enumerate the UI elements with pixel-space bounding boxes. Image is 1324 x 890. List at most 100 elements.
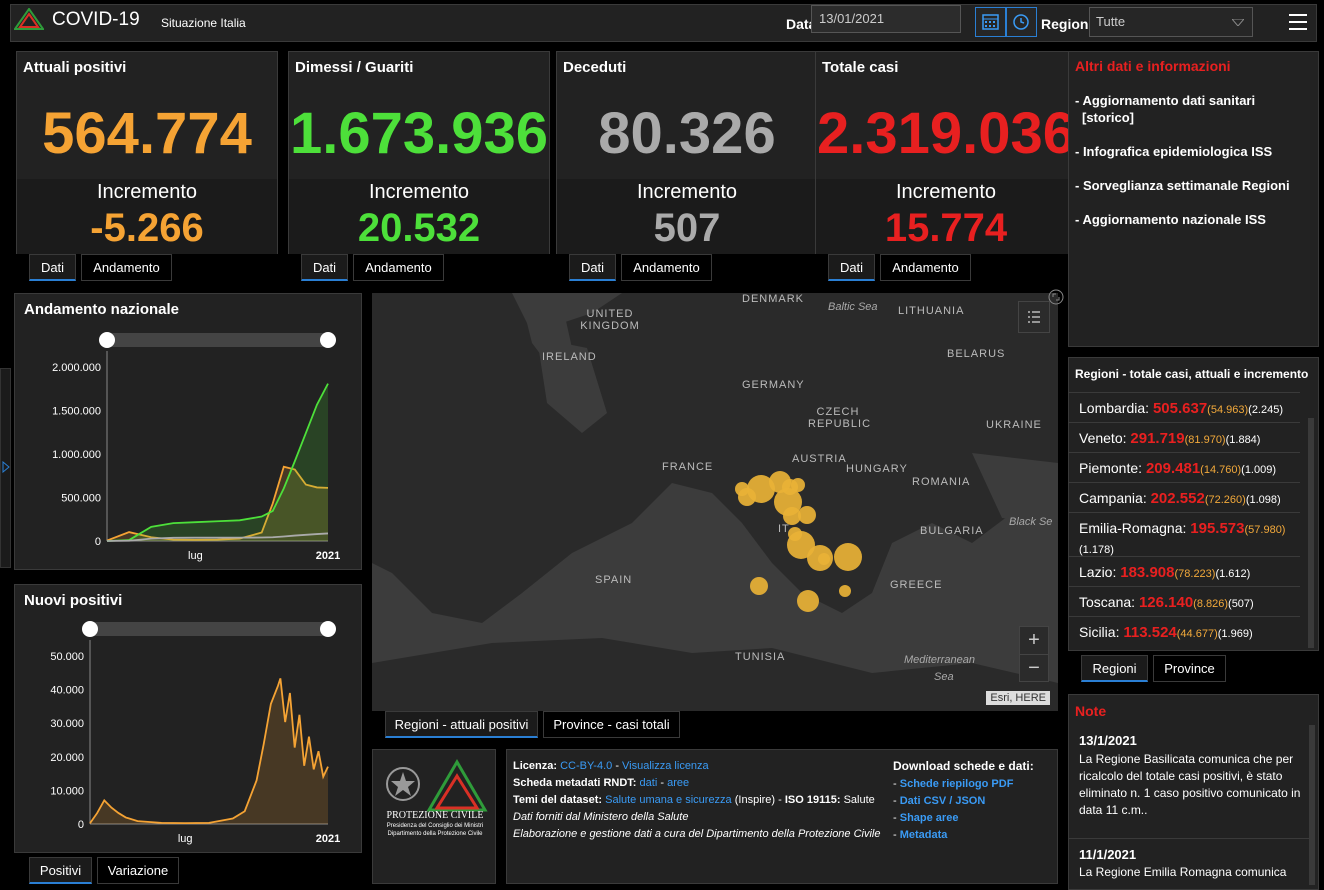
slider-handle-right (320, 621, 336, 637)
region-bubble[interactable] (834, 543, 862, 571)
download-metadata-link[interactable]: Metadata (899, 829, 948, 841)
links-panel: Altri dati e informazioni - Aggiornament… (1068, 51, 1319, 347)
links-title: Altri dati e informazioni (1075, 58, 1231, 74)
x-tick-label: lug (178, 833, 193, 845)
date-input[interactable]: 13/01/2021 (811, 5, 961, 33)
region-attuali: (57.980) (1244, 524, 1286, 536)
tab-andamento[interactable]: Andamento (621, 254, 712, 281)
region-bubble[interactable] (791, 478, 805, 492)
map-label: TUNISIA (735, 651, 786, 663)
map-label: HUNGARY (846, 463, 908, 475)
download-shape-link[interactable]: Shape aree (899, 812, 959, 824)
region-name: Sicilia: (1079, 624, 1120, 640)
footer-logo-panel: PROTEZIONE CIVILE Presidenza del Consigl… (372, 749, 496, 884)
region-attuali: (54.963) (1207, 404, 1249, 416)
region-row[interactable]: Campania: 202.552(72.260)(1.098) (1069, 482, 1300, 512)
licenza-link[interactable]: CC-BY-4.0 (560, 760, 613, 772)
tab-variazione[interactable]: Variazione (97, 857, 179, 884)
tab-andamento[interactable]: Andamento (81, 254, 172, 281)
tab-province-casi[interactable]: Province - casi totali (543, 711, 680, 738)
tab-andamento[interactable]: Andamento (353, 254, 444, 281)
region-total: 195.573 (1190, 520, 1245, 537)
stat-tabs: Dati Andamento (301, 254, 451, 281)
region-row[interactable]: Sicilia: 113.524(44.677)(1.969) (1069, 616, 1300, 646)
stat-card: Deceduti 80.326 Incremento 507 (556, 51, 818, 254)
link-storico[interactable]: [storico] (1082, 110, 1134, 125)
region-bubble[interactable] (839, 585, 851, 597)
region-bubble[interactable] (818, 553, 830, 565)
region-total: 113.524 (1123, 624, 1177, 641)
region-row[interactable]: Lazio: 183.908(78.223)(1.612) (1069, 556, 1300, 586)
region-row[interactable]: Emilia-Romagna: 195.573(57.980) (1.178) (1069, 512, 1300, 556)
menu-button[interactable] (1289, 14, 1307, 35)
link-aggiornamento-iss[interactable]: - Aggiornamento nazionale ISS (1075, 212, 1266, 227)
tab-province[interactable]: Province (1153, 655, 1226, 682)
notes-scrollbar[interactable] (1309, 725, 1315, 885)
region-bubble[interactable] (797, 590, 819, 612)
time-button[interactable] (1006, 7, 1037, 37)
region-name: Emilia-Romagna: (1079, 520, 1187, 536)
map-label: GREECE (890, 579, 943, 591)
map-tabs: Regioni - attuali positivi Province - ca… (385, 711, 685, 738)
list-icon (1028, 311, 1040, 323)
zoom-out-button[interactable]: − (1020, 654, 1048, 681)
stat-value: 564.774 (42, 101, 252, 166)
tab-dati[interactable]: Dati (301, 254, 348, 281)
tab-regioni[interactable]: Regioni (1081, 655, 1148, 682)
region-row[interactable]: Lombardia: 505.637(54.963)(2.245) (1069, 392, 1300, 422)
note-text: La Regione Emilia Romagna comunica (1079, 865, 1287, 879)
region-name: Piemonte: (1079, 460, 1143, 476)
tab-dati[interactable]: Dati (29, 254, 76, 281)
sea-label: Baltic Sea (828, 301, 878, 313)
link-sorveglianza[interactable]: - Sorveglianza settimanale Regioni (1075, 178, 1290, 193)
date-label: Data (786, 16, 817, 32)
tab-positivi[interactable]: Positivi (29, 857, 92, 884)
link-aggiornamento[interactable]: - Aggiornamento dati sanitari (1075, 93, 1256, 108)
region-row[interactable]: Toscana: 126.140(8.826)(507) (1069, 586, 1300, 616)
region-bubble[interactable] (783, 507, 801, 525)
region-bubble[interactable] (798, 506, 816, 524)
note-date: 11/1/2021 (1079, 847, 1137, 862)
side-expander[interactable] (0, 368, 11, 568)
stat-increment-label: Incremento (895, 181, 997, 203)
link-infografica[interactable]: - Infografica epidemiologica ISS (1075, 144, 1273, 159)
zoom-in-button[interactable]: + (1028, 629, 1040, 651)
temi-link[interactable]: Salute umana e sicurezza (605, 794, 732, 806)
tab-dati[interactable]: Dati (828, 254, 875, 281)
stat-increment: 507 (653, 206, 721, 250)
download-pdf-link[interactable]: Schede riepilogo PDF (899, 778, 1014, 790)
region-label: Regione (1041, 16, 1097, 32)
region-row[interactable]: Veneto: 291.719(81.970)(1.884) (1069, 422, 1300, 452)
map-label: AUSTRIA (792, 453, 847, 465)
region-name: Lazio: (1079, 564, 1117, 580)
region-increment: (1.612) (1215, 568, 1251, 580)
expand-icon[interactable] (1048, 289, 1065, 306)
region-row[interactable]: Piemonte: 209.481(14.760)(1.009) (1069, 452, 1300, 482)
region-attuali: (8.826) (1193, 598, 1229, 610)
protezione-civile-logo-icon (14, 8, 44, 30)
map[interactable]: DENMARK UNITED KINGDOM IRELAND LITHUANIA… (372, 293, 1058, 711)
region-select[interactable]: Tutte (1089, 7, 1253, 37)
region-total: 183.908 (1120, 564, 1175, 581)
tab-andamento[interactable]: Andamento (880, 254, 971, 281)
visualizza-licenza-link[interactable]: Visualizza licenza (622, 760, 709, 772)
map-attribution: Esri, HERE (986, 691, 1050, 705)
regions-scrollbar[interactable] (1308, 418, 1314, 648)
region-increment: (1.178) (1079, 544, 1114, 556)
stat-increment-label: Incremento (96, 181, 198, 203)
download-csv-link[interactable]: Dati CSV / JSON (899, 795, 986, 807)
calendar-button[interactable] (975, 7, 1006, 37)
region-increment: (1.884) (1225, 434, 1261, 446)
region-name: Veneto: (1079, 430, 1127, 446)
tab-regioni-attuali[interactable]: Regioni - attuali positivi (385, 711, 538, 738)
tab-dati[interactable]: Dati (569, 254, 616, 281)
series-line (89, 678, 329, 824)
legend-button[interactable] (1018, 301, 1050, 333)
national-chart[interactable]: 0 500.000 1.000.000 1.500.000 2.000.000 lug 20… (15, 294, 361, 569)
metadati-aree-link[interactable]: aree (667, 777, 690, 789)
region-bubble[interactable] (750, 577, 768, 595)
sea-label: Mediterranean (904, 654, 975, 666)
metadati-dati-link[interactable]: dati (639, 777, 658, 789)
new-positives-chart[interactable]: 0 10.000 20.000 30.000 40.000 50.000 lug 2021 (15, 585, 361, 852)
map-label: GERMANY (742, 379, 805, 391)
